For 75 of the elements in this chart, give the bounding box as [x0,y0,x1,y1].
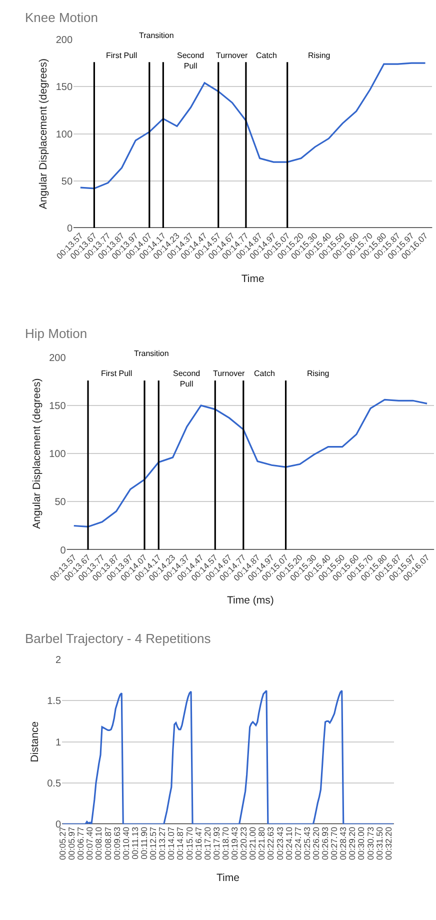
annotation: Transition [134,349,169,358]
y-tick-label: 150 [56,82,73,94]
x-tick-label: 00:23.43 [274,826,285,860]
y-tick-label: 100 [56,129,73,140]
x-tick-label: 00:14.07 [166,826,176,860]
annotation: Catch [254,369,275,378]
annotation: First Pull [101,369,132,378]
x-axis-title: Time (ms) [227,594,274,607]
x-tick-label: 00:24.77 [292,826,303,860]
line-series [80,62,426,190]
x-tick-label: 00:10.40 [120,826,131,860]
x-tick-label: 00:09.63 [112,826,122,860]
y-tick-label: 50 [54,497,66,508]
line-series [62,690,394,824]
x-tick-label: 00:26.93 [320,826,330,860]
x-axis-title: Time [216,872,240,884]
x-tick-label: 00:08.87 [102,826,113,860]
y-tick-label: 1.5 [47,696,62,708]
y-axis-title: Angular Displacement (degrees) [30,378,43,529]
x-tick-label: 00:05.97 [66,826,77,860]
x-tick-label: 00:06.77 [76,826,86,860]
x-tick-label: 00:07.40 [84,826,95,860]
annotation: Second Pull [173,369,200,388]
x-tick-label: 00:21.80 [256,826,267,860]
x-tick-label: 00:30.00 [356,826,366,860]
annotation: Rising [307,369,330,378]
chart-title: Knee Motion [25,10,98,25]
line-series [73,398,428,528]
y-tick-label: 200 [56,35,73,46]
y-tick-label: 0 [66,224,73,235]
annotation: Transition [139,31,174,40]
y-tick-label: 200 [49,352,66,364]
x-tick-label: 00:16.47 [193,826,204,860]
x-tick-label: 00:28.43 [338,826,348,860]
annotation: Catch [256,51,277,60]
x-tick-label: 00:27.70 [329,826,340,860]
chart-title: Barbel Trajectory - 4 Repetitions [25,631,212,646]
x-tick-label: 00:13.27 [157,826,168,860]
annotation: Rising [308,51,330,60]
y-tick-label: 50 [61,176,73,188]
x-tick-label: 00:32.20 [383,826,394,860]
x-tick-label: 00:21.00 [248,826,258,860]
x-tick-label: 00:08.10 [94,826,104,860]
chart-title: Hip Motion [25,326,88,341]
x-tick-label: 00:15.70 [184,826,194,860]
x-tick-label: 00:14.87 [175,826,186,860]
x-tick-label: 00:26.20 [310,826,321,860]
x-tick-label: 00:22.63 [266,826,276,860]
annotation: Second Pull [177,51,204,70]
x-tick-label: 00:11.13 [130,826,140,860]
y-tick-label: 2 [55,654,62,666]
y-axis-title: Angular Displacement (degrees) [38,58,50,210]
y-tick-label: 1 [55,737,62,748]
annotation: Turnover [213,369,246,378]
x-tick-label: 00:05.27 [58,826,68,860]
y-tick-label: 150 [49,400,66,412]
x-tick-label: 00:31.50 [374,826,384,860]
y-tick-label: 0.5 [47,778,62,790]
x-tick-label: 00:17.20 [202,826,212,860]
x-axis-title: Time [241,272,264,285]
x-tick-label: 00:19.43 [230,826,240,860]
x-tick-label: 00:18.70 [220,826,230,860]
x-tick-label: 00:29.20 [347,826,358,860]
x-tick-label: 00:20.23 [238,826,249,860]
x-tick-label: 00:24.10 [284,826,294,860]
y-tick-label: 100 [49,449,66,460]
x-tick-label: 00:30.73 [365,826,376,860]
x-tick-label: 00:25.43 [302,826,312,860]
y-axis-title: Distance [28,721,41,762]
x-tick-label: 00:17.93 [211,826,222,860]
annotation: First Pull [106,51,138,60]
x-tick-label: 00:12.57 [148,826,158,860]
y-tick-label: 0 [60,545,66,556]
annotation: Turnover [216,51,248,60]
x-tick-label: 00:11.90 [139,826,150,860]
